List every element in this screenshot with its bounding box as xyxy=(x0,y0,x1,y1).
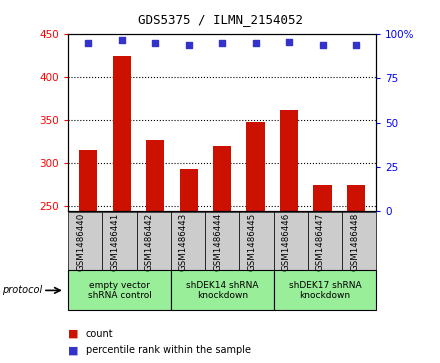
Point xyxy=(252,40,259,46)
Point xyxy=(152,40,159,46)
Text: GSM1486448: GSM1486448 xyxy=(350,212,359,270)
Text: shDEK14 shRNA
knockdown: shDEK14 shRNA knockdown xyxy=(186,281,258,300)
Text: ■: ■ xyxy=(68,345,79,355)
Bar xyxy=(246,122,265,211)
Bar xyxy=(347,185,365,211)
Text: GSM1486445: GSM1486445 xyxy=(247,212,257,270)
Text: GSM1486441: GSM1486441 xyxy=(110,212,120,270)
Bar xyxy=(79,150,98,211)
Bar xyxy=(180,169,198,211)
Point xyxy=(185,42,192,48)
Text: empty vector
shRNA control: empty vector shRNA control xyxy=(88,281,151,300)
Point xyxy=(286,38,293,44)
Point xyxy=(85,40,92,46)
Text: GSM1486444: GSM1486444 xyxy=(213,212,222,270)
Text: GSM1486443: GSM1486443 xyxy=(179,212,188,270)
Text: GDS5375 / ILMN_2154052: GDS5375 / ILMN_2154052 xyxy=(138,13,303,26)
Bar xyxy=(280,110,298,211)
Text: GSM1486442: GSM1486442 xyxy=(145,212,154,270)
Text: ■: ■ xyxy=(68,329,79,339)
Point xyxy=(352,42,359,48)
Text: percentile rank within the sample: percentile rank within the sample xyxy=(86,345,251,355)
Point xyxy=(319,42,326,48)
Bar xyxy=(113,56,131,211)
Text: protocol: protocol xyxy=(2,285,42,295)
Bar xyxy=(213,146,231,211)
Bar xyxy=(146,140,165,211)
Text: GSM1486446: GSM1486446 xyxy=(282,212,291,270)
Bar xyxy=(313,185,332,211)
Text: count: count xyxy=(86,329,114,339)
Point xyxy=(118,37,125,43)
Point xyxy=(219,40,226,46)
Text: shDEK17 shRNA
knockdown: shDEK17 shRNA knockdown xyxy=(289,281,361,300)
Text: GSM1486447: GSM1486447 xyxy=(316,212,325,270)
Text: GSM1486440: GSM1486440 xyxy=(76,212,85,270)
